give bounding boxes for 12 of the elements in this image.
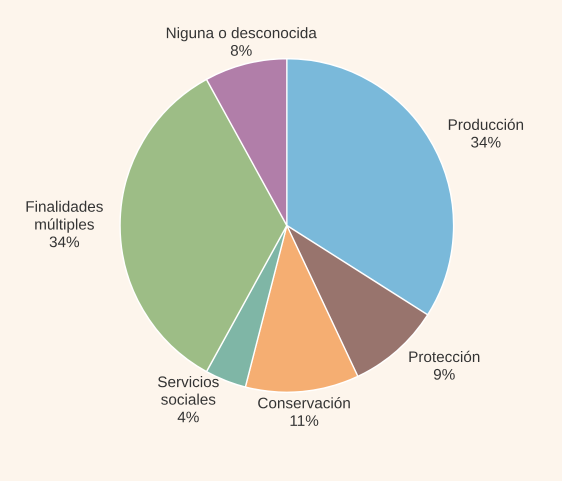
data-label: 11% <box>290 415 318 426</box>
data-label: 34% <box>50 236 80 248</box>
slice-label: Conservación <box>258 397 350 408</box>
slice-label: Producción <box>448 118 524 130</box>
slice-label: Niguna o desconocida <box>166 27 317 42</box>
slice-label: Servicios sociales <box>158 376 219 405</box>
data-label: 9% <box>434 368 455 380</box>
slice-label: Finalidades múltiples <box>26 200 103 233</box>
data-label: 4% <box>178 412 199 422</box>
slice-label: Protección <box>409 350 480 362</box>
data-label: 34% <box>471 136 501 148</box>
data-label: 8% <box>230 45 252 56</box>
